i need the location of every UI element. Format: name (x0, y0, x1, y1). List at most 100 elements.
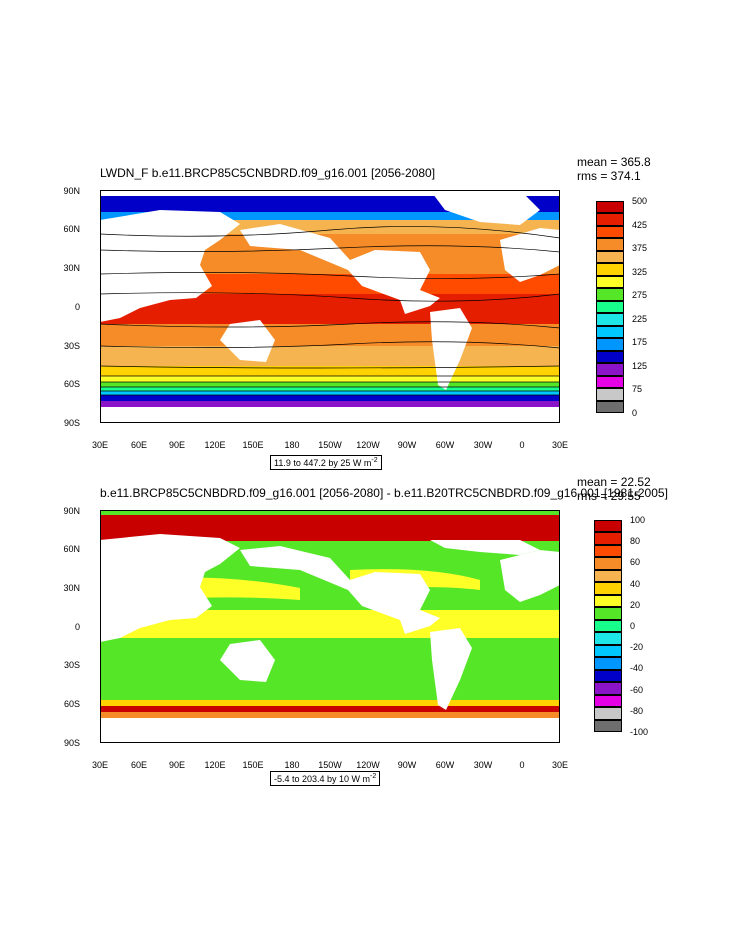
lat-label: 60S (63, 379, 80, 389)
panel-title: LWDN_F b.e11.BRCP85C5CNBDRD.f09_g16.001 … (100, 166, 436, 180)
colorbar-swatch (594, 582, 622, 595)
lat-label: 0 (74, 302, 80, 312)
lat-label: 90N (63, 506, 80, 516)
colorbar-swatch (596, 325, 624, 339)
contour-lines (100, 226, 560, 396)
colorbar-label: 175 (632, 337, 648, 348)
mean-value: mean = 22.52 (577, 475, 651, 489)
lon-label: 30E (91, 760, 108, 770)
lat-label: 90S (63, 418, 80, 428)
range-sup: -2 (371, 457, 378, 464)
lon-label: 120W (356, 440, 380, 450)
colorbar-swatch (596, 338, 624, 351)
colorbar-label: 425 (632, 219, 648, 230)
colorbar-swatch (596, 300, 624, 314)
lat-label: 90S (63, 738, 80, 748)
lon-label: 0 (519, 760, 525, 770)
colorbar-label: -80 (630, 705, 644, 716)
colorbar-swatch (596, 213, 624, 226)
range-text: -5.4 to 203.4 by 10 W m (274, 774, 371, 784)
colorbar-label: 0 (630, 621, 636, 631)
colorbar-label: 125 (632, 360, 648, 371)
colorbar-swatch (594, 557, 622, 570)
colorbar-label: 100 (630, 515, 646, 525)
lon-label: 180 (284, 440, 300, 450)
colorbar-swatch (596, 388, 624, 401)
panel-title: b.e11.BRCP85C5CNBDRD.f09_g16.001 [2056-2… (100, 486, 668, 500)
land-mask (100, 190, 560, 423)
colorbar-swatch (596, 275, 624, 289)
land-mask (100, 534, 560, 743)
contour-range-box: 11.9 to 447.2 by 25 W m-2 (270, 455, 382, 470)
colorbar-label: 375 (632, 243, 648, 254)
lon-label: 120E (204, 440, 226, 450)
colorbar-label: 40 (630, 578, 641, 589)
lon-label: 90W (397, 440, 417, 450)
colorbar-swatch (594, 682, 622, 695)
lat-label: 0 (74, 622, 80, 632)
colorbar-swatch (596, 201, 624, 214)
mean-value: mean = 365.8 (577, 155, 651, 169)
range-text: 11.9 to 447.2 by 25 W m (274, 458, 372, 468)
colorbar-swatch (594, 632, 622, 645)
colorbar-swatch (594, 532, 622, 545)
colorbar-swatch (594, 607, 622, 620)
colorbar-swatch (594, 694, 622, 708)
lon-label: 30E (551, 760, 568, 770)
lon-label: 120E (204, 760, 226, 770)
colorbar-swatch (594, 657, 622, 670)
lat-label: 90N (63, 186, 80, 196)
colorbar-swatch (594, 719, 622, 732)
colorbar-swatch (594, 594, 622, 608)
colorbar-label: 225 (632, 313, 648, 324)
colorbar-swatch (596, 313, 624, 326)
colorbar-label: -40 (630, 663, 644, 674)
colorbar-label: 80 (630, 536, 641, 547)
rms-value: rms = 374.1 (577, 169, 641, 183)
colorbar-swatch (596, 400, 624, 413)
lon-label: 150E (242, 440, 264, 450)
lon-label: 30W (473, 440, 493, 450)
colorbar-swatch (596, 363, 624, 376)
colorbar-label: 60 (630, 557, 641, 568)
lon-label: 90W (397, 760, 417, 770)
lat-label: 60N (63, 224, 80, 234)
lon-label: 90E (168, 440, 185, 450)
rms-value: rms = 29.55 (577, 489, 641, 503)
lon-label: 150E (242, 760, 264, 770)
colorbar-swatch (596, 350, 624, 364)
colorbar-label: 20 (630, 599, 641, 610)
colorbar-swatch (596, 238, 624, 251)
colorbar-swatch (596, 225, 624, 239)
lon-label: 60W (435, 760, 455, 770)
colorbar-swatch (596, 250, 624, 264)
lat-label: 60N (63, 544, 80, 554)
map-svg (100, 190, 560, 423)
lon-label: 150W (318, 760, 342, 770)
lat-label: 30S (63, 341, 80, 351)
lat-label: 30N (63, 263, 80, 273)
map-plot (100, 510, 560, 743)
lon-label: 150W (318, 440, 342, 450)
colorbar-swatch (594, 619, 622, 633)
colorbar-swatch (596, 375, 624, 389)
range-sup: -2 (370, 773, 377, 780)
colorbar-label: 500 (632, 196, 648, 206)
colorbar-swatch (594, 544, 622, 558)
lon-label: 0 (519, 440, 525, 450)
map-plot (100, 190, 560, 423)
lon-label: 60W (435, 440, 455, 450)
lon-label: 60E (130, 440, 147, 450)
lat-label: 30N (63, 583, 80, 593)
colorbar-swatch (594, 707, 622, 720)
lon-label: 60E (130, 760, 147, 770)
contour-range-box: -5.4 to 203.4 by 10 W m-2 (270, 771, 381, 786)
lon-label: 180 (284, 760, 300, 770)
colorbar-swatch (594, 669, 622, 683)
colorbar-swatch (594, 520, 622, 533)
map-svg (100, 510, 560, 743)
colorbar-label: -60 (630, 684, 644, 695)
colorbar-label: 75 (632, 384, 643, 395)
colorbar-label: -20 (630, 642, 644, 653)
colorbar-swatch (596, 288, 624, 301)
